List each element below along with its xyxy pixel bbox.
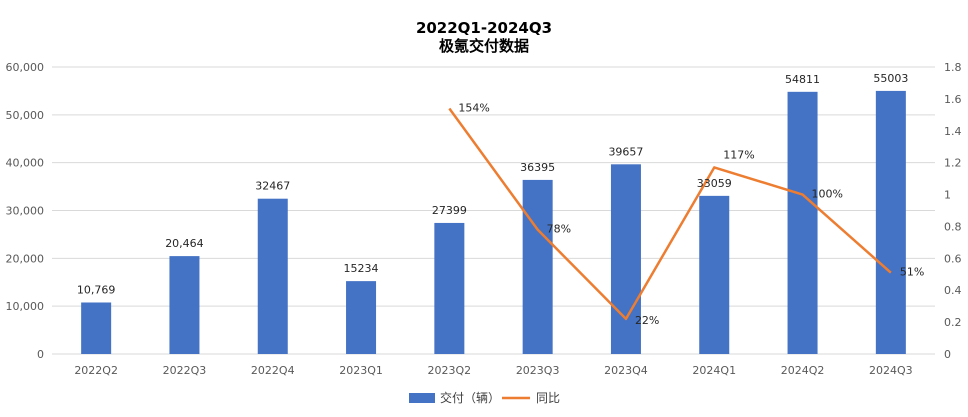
bar [522,179,553,354]
x-axis-tick-label: 2024Q1 [692,364,736,377]
line-value-label: 22% [635,314,659,327]
x-axis-tick-label: 2022Q3 [163,364,207,377]
left-axis-tick-label: 30,000 [6,205,45,218]
left-axis-tick-label: 20,000 [6,252,45,265]
x-axis-tick-label: 2023Q2 [428,364,472,377]
line-series [448,107,892,321]
right-axis: 0 0.2 0.4 0.6 0.8 1 1.2 1.4 1.6 1.8 [944,61,962,361]
x-axis-tick-label: 2023Q3 [516,364,560,377]
chart-title: 2022Q1-2024Q3 极氪交付数据 [416,19,552,55]
bar [610,164,641,354]
x-axis-tick-label: 2023Q1 [339,364,383,377]
left-axis-tick-label: 40,000 [6,157,45,170]
bar-value-label: 10,769 [77,283,116,296]
line-value-label: 100% [812,188,843,201]
line-value-label: 154% [458,101,489,114]
yoy-line [448,107,892,321]
line-value-label: 78% [547,223,571,236]
left-axis: 0 10,000 20,000 30,000 40,000 50,000 60,000 [6,61,45,361]
legend-line-label: 同比 [536,391,560,405]
x-axis-tick-label: 2022Q4 [251,364,295,377]
right-axis-tick-label: 0.4 [944,284,962,297]
bar-value-label: 20,464 [165,237,204,250]
x-axis-tick-label: 2023Q4 [604,364,648,377]
x-axis: 2022Q2 2022Q3 2022Q4 2023Q1 2023Q2 2023Q3 2023… [74,364,912,377]
right-axis-tick-label: 1.6 [944,93,962,106]
bar-value-label: 32467 [255,180,290,193]
bar-value-label: 55003 [873,72,908,85]
right-axis-tick-label: 0.8 [944,220,962,233]
line-value-label: 117% [723,148,754,161]
left-axis-tick-label: 60,000 [6,61,45,74]
right-axis-tick-label: 1.2 [944,157,962,170]
line-data-labels: 154% 78% 22% 117% 100% 51% [458,101,924,326]
right-axis-tick-label: 1.8 [944,61,962,74]
bar-data-labels: 10,769 20,464 32467 15234 27399 36395 39657 330… [77,72,908,297]
x-axis-tick-label: 2022Q2 [74,364,118,377]
bar-value-label: 27399 [432,204,467,217]
bar-value-label: 54811 [785,73,820,86]
chart-title-line-2: 极氪交付数据 [439,37,529,55]
legend-bar-label: 交付（辆） [440,390,500,405]
bar-series [81,90,906,355]
right-axis-tick-label: 0.6 [944,252,962,265]
legend: 交付（辆） 同比 [409,390,560,405]
x-axis-tick-label: 2024Q2 [781,364,825,377]
left-axis-tick-label: 50,000 [6,109,45,122]
right-axis-tick-label: 1.4 [944,125,962,138]
x-axis-tick-label: 2024Q3 [869,364,913,377]
bar-value-label: 36395 [520,161,555,174]
bar [875,90,906,354]
right-axis-tick-label: 0 [944,348,951,361]
legend-bar-swatch [409,393,435,403]
left-axis-tick-label: 10,000 [6,300,45,313]
bar [787,91,818,355]
right-axis-tick-label: 1 [944,189,951,202]
bar [434,222,465,354]
bar-value-label: 39657 [608,145,643,158]
bar [169,256,200,354]
line-value-label: 51% [900,266,924,279]
bar [346,281,377,354]
left-axis-tick-label: 0 [37,348,44,361]
bar-value-label: 33059 [697,177,732,190]
right-axis-tick-label: 0.2 [944,316,962,329]
bar [81,302,112,354]
bar-value-label: 15234 [344,262,379,275]
bar [257,198,288,354]
bar [699,195,730,354]
chart-title-line-1: 2022Q1-2024Q3 [416,19,552,37]
